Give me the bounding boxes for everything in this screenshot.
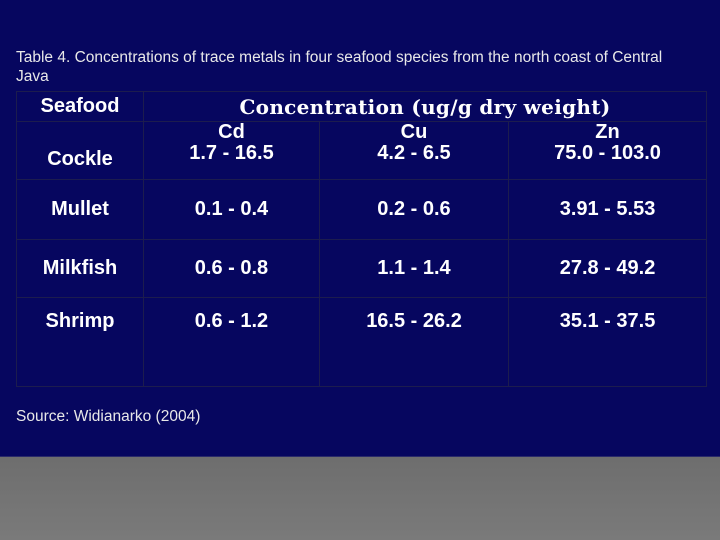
table-cell: 0.6 - 1.2 [143,297,320,387]
trace-metals-table: Seafood Concentration (ug/g dry weight) … [16,91,708,387]
table-cell: 27.8 - 49.2 [507,239,708,298]
row-label: Milkfish [16,239,144,298]
source-note: Source: Widianarko (2004) [16,408,201,425]
table-cell: 16.5 - 26.2 [319,297,509,387]
cockle-cd-value: 1.7 - 16.5 [189,142,274,164]
cockle-cu-value: 4.2 - 6.5 [377,142,451,164]
table-caption: Table 4. Concentrations of trace metals … [16,49,663,85]
table-row: Milkfish 0.6 - 0.8 1.1 - 1.4 27.8 - 49.2 [16,239,708,298]
cockle-zn-cell: Zn 75.0 - 103.0 [507,121,708,180]
table-cell: 0.6 - 0.8 [143,239,320,298]
cockle-zn-value: 75.0 - 103.0 [554,142,661,164]
table-cell: 1.1 - 1.4 [319,239,509,298]
metal-header-zn: Zn [595,121,620,143]
cockle-cu-cell: Cu 4.2 - 6.5 [319,121,509,180]
seafood-header: Seafood [16,91,144,122]
row-label: Mullet [16,179,144,240]
row-name-cockle: Cockle [16,121,144,180]
table-row: Shrimp 0.6 - 1.2 16.5 - 26.2 35.1 - 37.5 [16,297,708,387]
concentration-header: Concentration (ug/g dry weight) [142,91,708,122]
table-cell: 0.1 - 0.4 [143,179,320,240]
cockle-cd-cell: Cd 1.7 - 16.5 [143,121,320,180]
row-label: Shrimp [16,297,144,387]
table-cell: 0.2 - 0.6 [319,179,509,240]
table-cell: 3.91 - 5.53 [507,179,708,240]
table-row: Mullet 0.1 - 0.4 0.2 - 0.6 3.91 - 5.53 [16,179,708,240]
metal-header-cu: Cu [400,121,428,143]
row-label: Cockle [47,148,113,170]
table-cell: 35.1 - 37.5 [507,297,708,387]
slide-panel: Table 4. Concentrations of trace metals … [0,0,720,457]
metal-header-cd: Cd [218,121,245,143]
